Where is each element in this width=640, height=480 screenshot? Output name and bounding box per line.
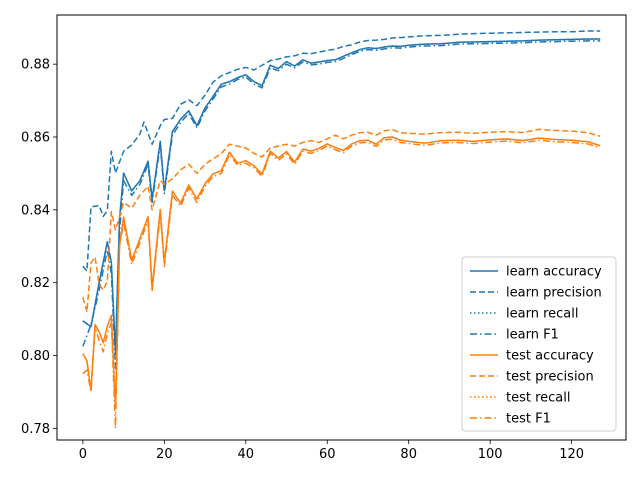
legend: learn accuracy learn precision learn recal… — [461, 256, 617, 432]
series-line-learn-accuracy — [82, 38, 601, 353]
y-tick-label: 0.80 — [21, 349, 50, 364]
y-tick-label: 0.86 — [21, 131, 50, 146]
y-tick-label: 0.88 — [21, 58, 50, 73]
x-tick-label: 100 — [478, 447, 503, 462]
y-tick-label: 0.82 — [21, 276, 50, 291]
y-axis: 0.78 0.80 0.82 0.84 0.86 0.88 — [21, 58, 57, 437]
plot-frame — [56, 14, 627, 441]
x-tick-label: 20 — [156, 447, 173, 462]
legend-label-test-precision: test precision — [506, 370, 594, 385]
legend-label-learn-precision: learn precision — [506, 286, 602, 301]
x-tick-label: 120 — [559, 447, 584, 462]
x-tick-label: 40 — [238, 447, 255, 462]
x-tick-label: 0 — [79, 447, 87, 462]
y-tick-label: 0.84 — [21, 203, 50, 218]
x-tick-label: 60 — [319, 447, 336, 462]
legend-label-test-accuracy: test accuracy — [506, 349, 594, 364]
series-layer — [82, 30, 601, 430]
legend-label-learn-recall: learn recall — [506, 307, 578, 322]
legend-label-test-recall: test recall — [506, 391, 571, 406]
series-line-learn-precision — [82, 30, 601, 272]
legend-label-test-f1: test F1 — [506, 412, 551, 427]
legend-box — [461, 256, 617, 432]
legend-label-learn-f1: learn F1 — [506, 328, 559, 343]
x-tick-label: 80 — [400, 447, 417, 462]
series-line-test-precision — [82, 128, 601, 313]
y-tick-label: 0.78 — [21, 422, 50, 437]
series-line-test-recall — [82, 136, 601, 410]
series-line-learn-f1 — [82, 40, 601, 370]
legend-label-learn-accuracy: learn accuracy — [506, 265, 602, 280]
x-axis: 0 20 40 60 80 100 120 — [79, 440, 584, 462]
series-line-test-f1 — [82, 138, 601, 430]
